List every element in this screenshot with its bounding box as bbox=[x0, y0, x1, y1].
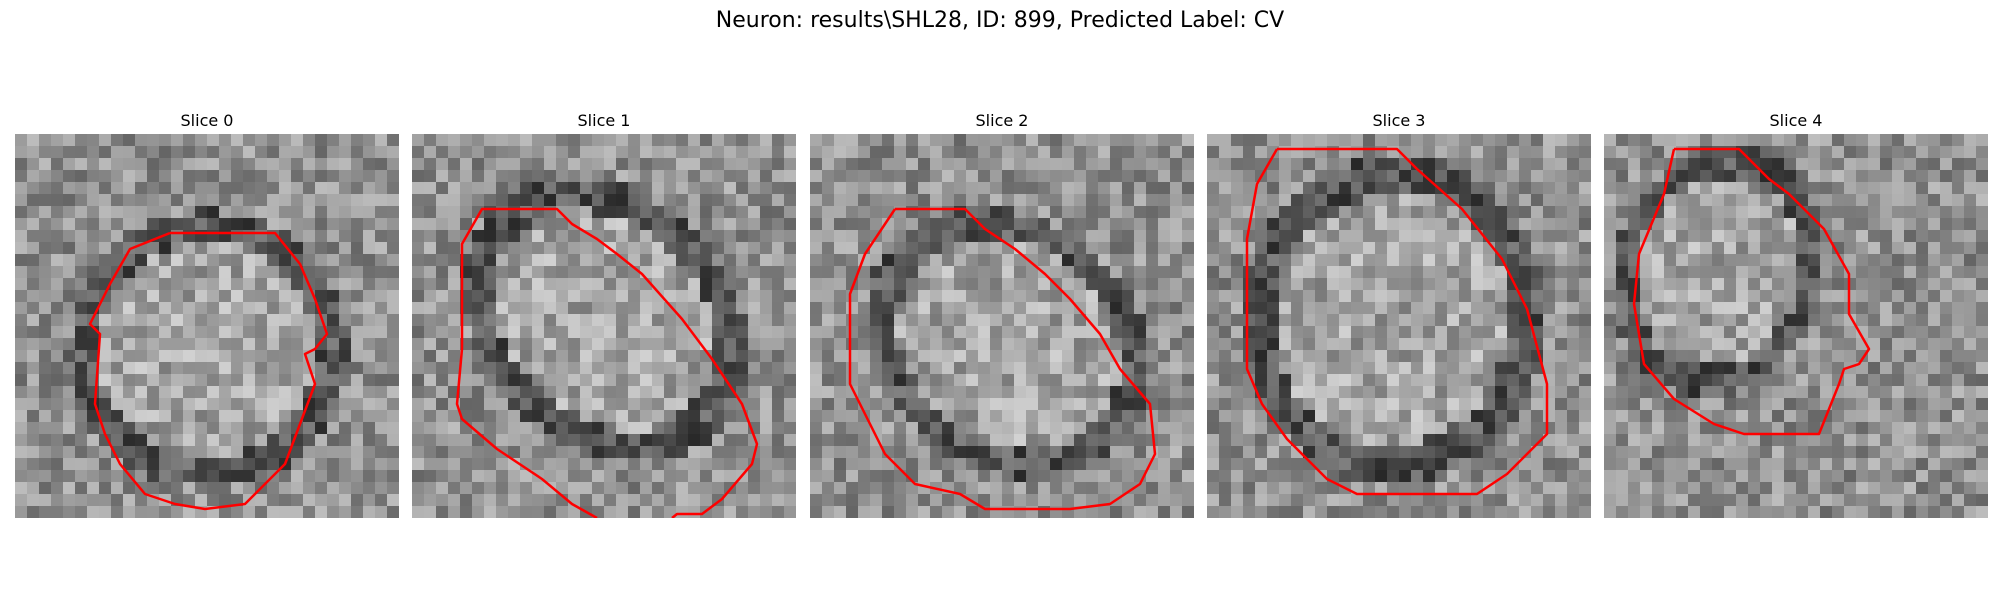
slice-panel-1: Slice 1 bbox=[412, 108, 796, 518]
slice-panel-4: Slice 4 bbox=[1604, 108, 1988, 518]
slice-image-0 bbox=[15, 134, 399, 518]
slice-panel-0: Slice 0 bbox=[15, 108, 399, 518]
slice-title-1: Slice 1 bbox=[577, 111, 631, 130]
slice-image-4 bbox=[1604, 134, 1988, 518]
segmentation-contour-4 bbox=[1632, 147, 1871, 436]
segmentation-contour-2 bbox=[848, 207, 1157, 511]
segmentation-contour-0 bbox=[88, 231, 329, 511]
slice-image-2 bbox=[810, 134, 1194, 518]
segmentation-contour-1 bbox=[455, 207, 759, 518]
segmentation-contour-3 bbox=[1245, 147, 1549, 496]
slice-image-1 bbox=[412, 134, 796, 518]
slice-title-0: Slice 0 bbox=[180, 111, 234, 130]
slice-title-2: Slice 2 bbox=[975, 111, 1029, 130]
slice-panel-3: Slice 3 bbox=[1207, 108, 1591, 518]
figure-title: Neuron: results\SHL28, ID: 899, Predicte… bbox=[715, 8, 1285, 33]
slice-panel-2: Slice 2 bbox=[810, 108, 1194, 518]
slice-title-4: Slice 4 bbox=[1769, 111, 1823, 130]
slice-title-3: Slice 3 bbox=[1372, 111, 1426, 130]
